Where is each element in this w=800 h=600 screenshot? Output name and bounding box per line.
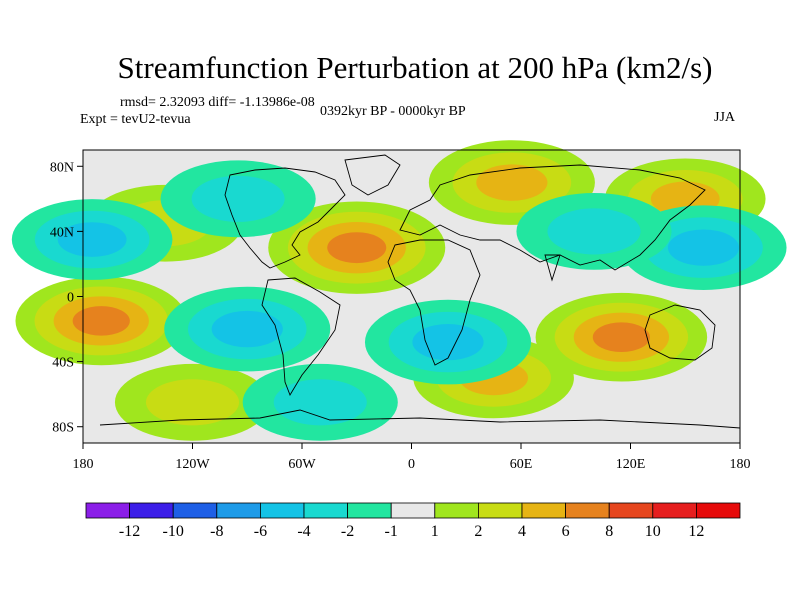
- colorbar-box: [129, 502, 174, 519]
- period-label: 0392kyr BP - 0000kyr BP: [320, 104, 466, 119]
- colorbar-label: -4: [297, 523, 310, 540]
- field-contour-low-12-1: [273, 379, 367, 426]
- colorbar-label: -2: [341, 523, 354, 540]
- colorbar-labels: -12 -10 -8 -6 -4 -2 -1 1 2 4 6 8 10 12: [119, 523, 704, 540]
- field-contour-high-3-2: [476, 164, 548, 201]
- x-tick-label: 60E: [510, 457, 533, 472]
- field-contour-low-13-1: [191, 175, 285, 222]
- colorbar-label: 10: [645, 523, 661, 540]
- colorbar-box: [434, 502, 479, 519]
- field-contour-low-9-2: [412, 323, 484, 361]
- season-label: JJA: [714, 110, 736, 125]
- x-tick-label: 180: [73, 457, 94, 472]
- colorbar-box: [565, 502, 610, 519]
- y-axis: 80N 40N 0 40S 80S: [50, 160, 83, 436]
- x-tick-label: 0: [408, 457, 415, 472]
- y-tick-label: 80N: [50, 160, 74, 175]
- x-tick-label: 120W: [175, 457, 210, 472]
- colorbar-box: [347, 502, 392, 519]
- colorbar-label: -6: [254, 523, 267, 540]
- colorbar-label: 1: [431, 523, 439, 540]
- field-contour-high-1-3: [72, 306, 130, 336]
- colorbar-box: [390, 502, 436, 519]
- field-contour-high-0-3: [327, 232, 387, 264]
- chart-title: Streamfunction Perturbation at 200 hPa (…: [117, 50, 713, 85]
- field-contour-low-10-2: [667, 229, 740, 266]
- colorbar-box: [477, 502, 523, 519]
- colorbar-box: [696, 502, 741, 519]
- colorbar-box: [216, 502, 261, 519]
- colorbar-box: [259, 502, 305, 519]
- x-axis: 180 120W 60W 0 60E 120E 180: [73, 443, 751, 472]
- stats-text: rmsd= 2.32093 diff= -1.13986e-08: [120, 95, 315, 110]
- colorbar-box: [303, 502, 348, 519]
- x-tick-label: 180: [730, 457, 751, 472]
- y-tick-label: 40S: [52, 356, 74, 371]
- y-tick-label: 40N: [50, 225, 74, 240]
- colorbar-box: [85, 502, 130, 519]
- colorbar-boxes: [85, 502, 741, 519]
- experiment-label: Expt = tevU2-tevua: [80, 112, 191, 127]
- field-contour-high-2-3: [592, 322, 650, 352]
- x-tick-label: 120E: [616, 457, 646, 472]
- colorbar-label: -1: [385, 523, 398, 540]
- colorbar-box: [521, 502, 566, 519]
- colorbar-box: [608, 502, 654, 519]
- y-tick-label: 0: [67, 291, 74, 306]
- colorbar-label: 2: [474, 523, 482, 540]
- field-contour-high-6-1: [145, 379, 240, 426]
- field-contour-low-11-2: [57, 222, 127, 257]
- colorbar-box: [172, 502, 218, 519]
- field-contour-low-14-1: [547, 208, 641, 255]
- colorbar-label: 6: [562, 523, 570, 540]
- field-contour-low-8-2: [211, 310, 283, 348]
- field-layer: [11, 140, 787, 441]
- colorbar-label: -10: [163, 523, 184, 540]
- coastlines: [99, 154, 741, 429]
- x-tick-label: 60W: [288, 457, 316, 472]
- y-tick-label: 80S: [52, 421, 74, 436]
- colorbar-label: -12: [119, 523, 140, 540]
- colorbar-label: -8: [210, 523, 223, 540]
- colorbar-label: 12: [688, 523, 704, 540]
- colorbar-box: [652, 502, 697, 519]
- colorbar-label: 8: [605, 523, 613, 540]
- colorbar-label: 4: [518, 523, 526, 540]
